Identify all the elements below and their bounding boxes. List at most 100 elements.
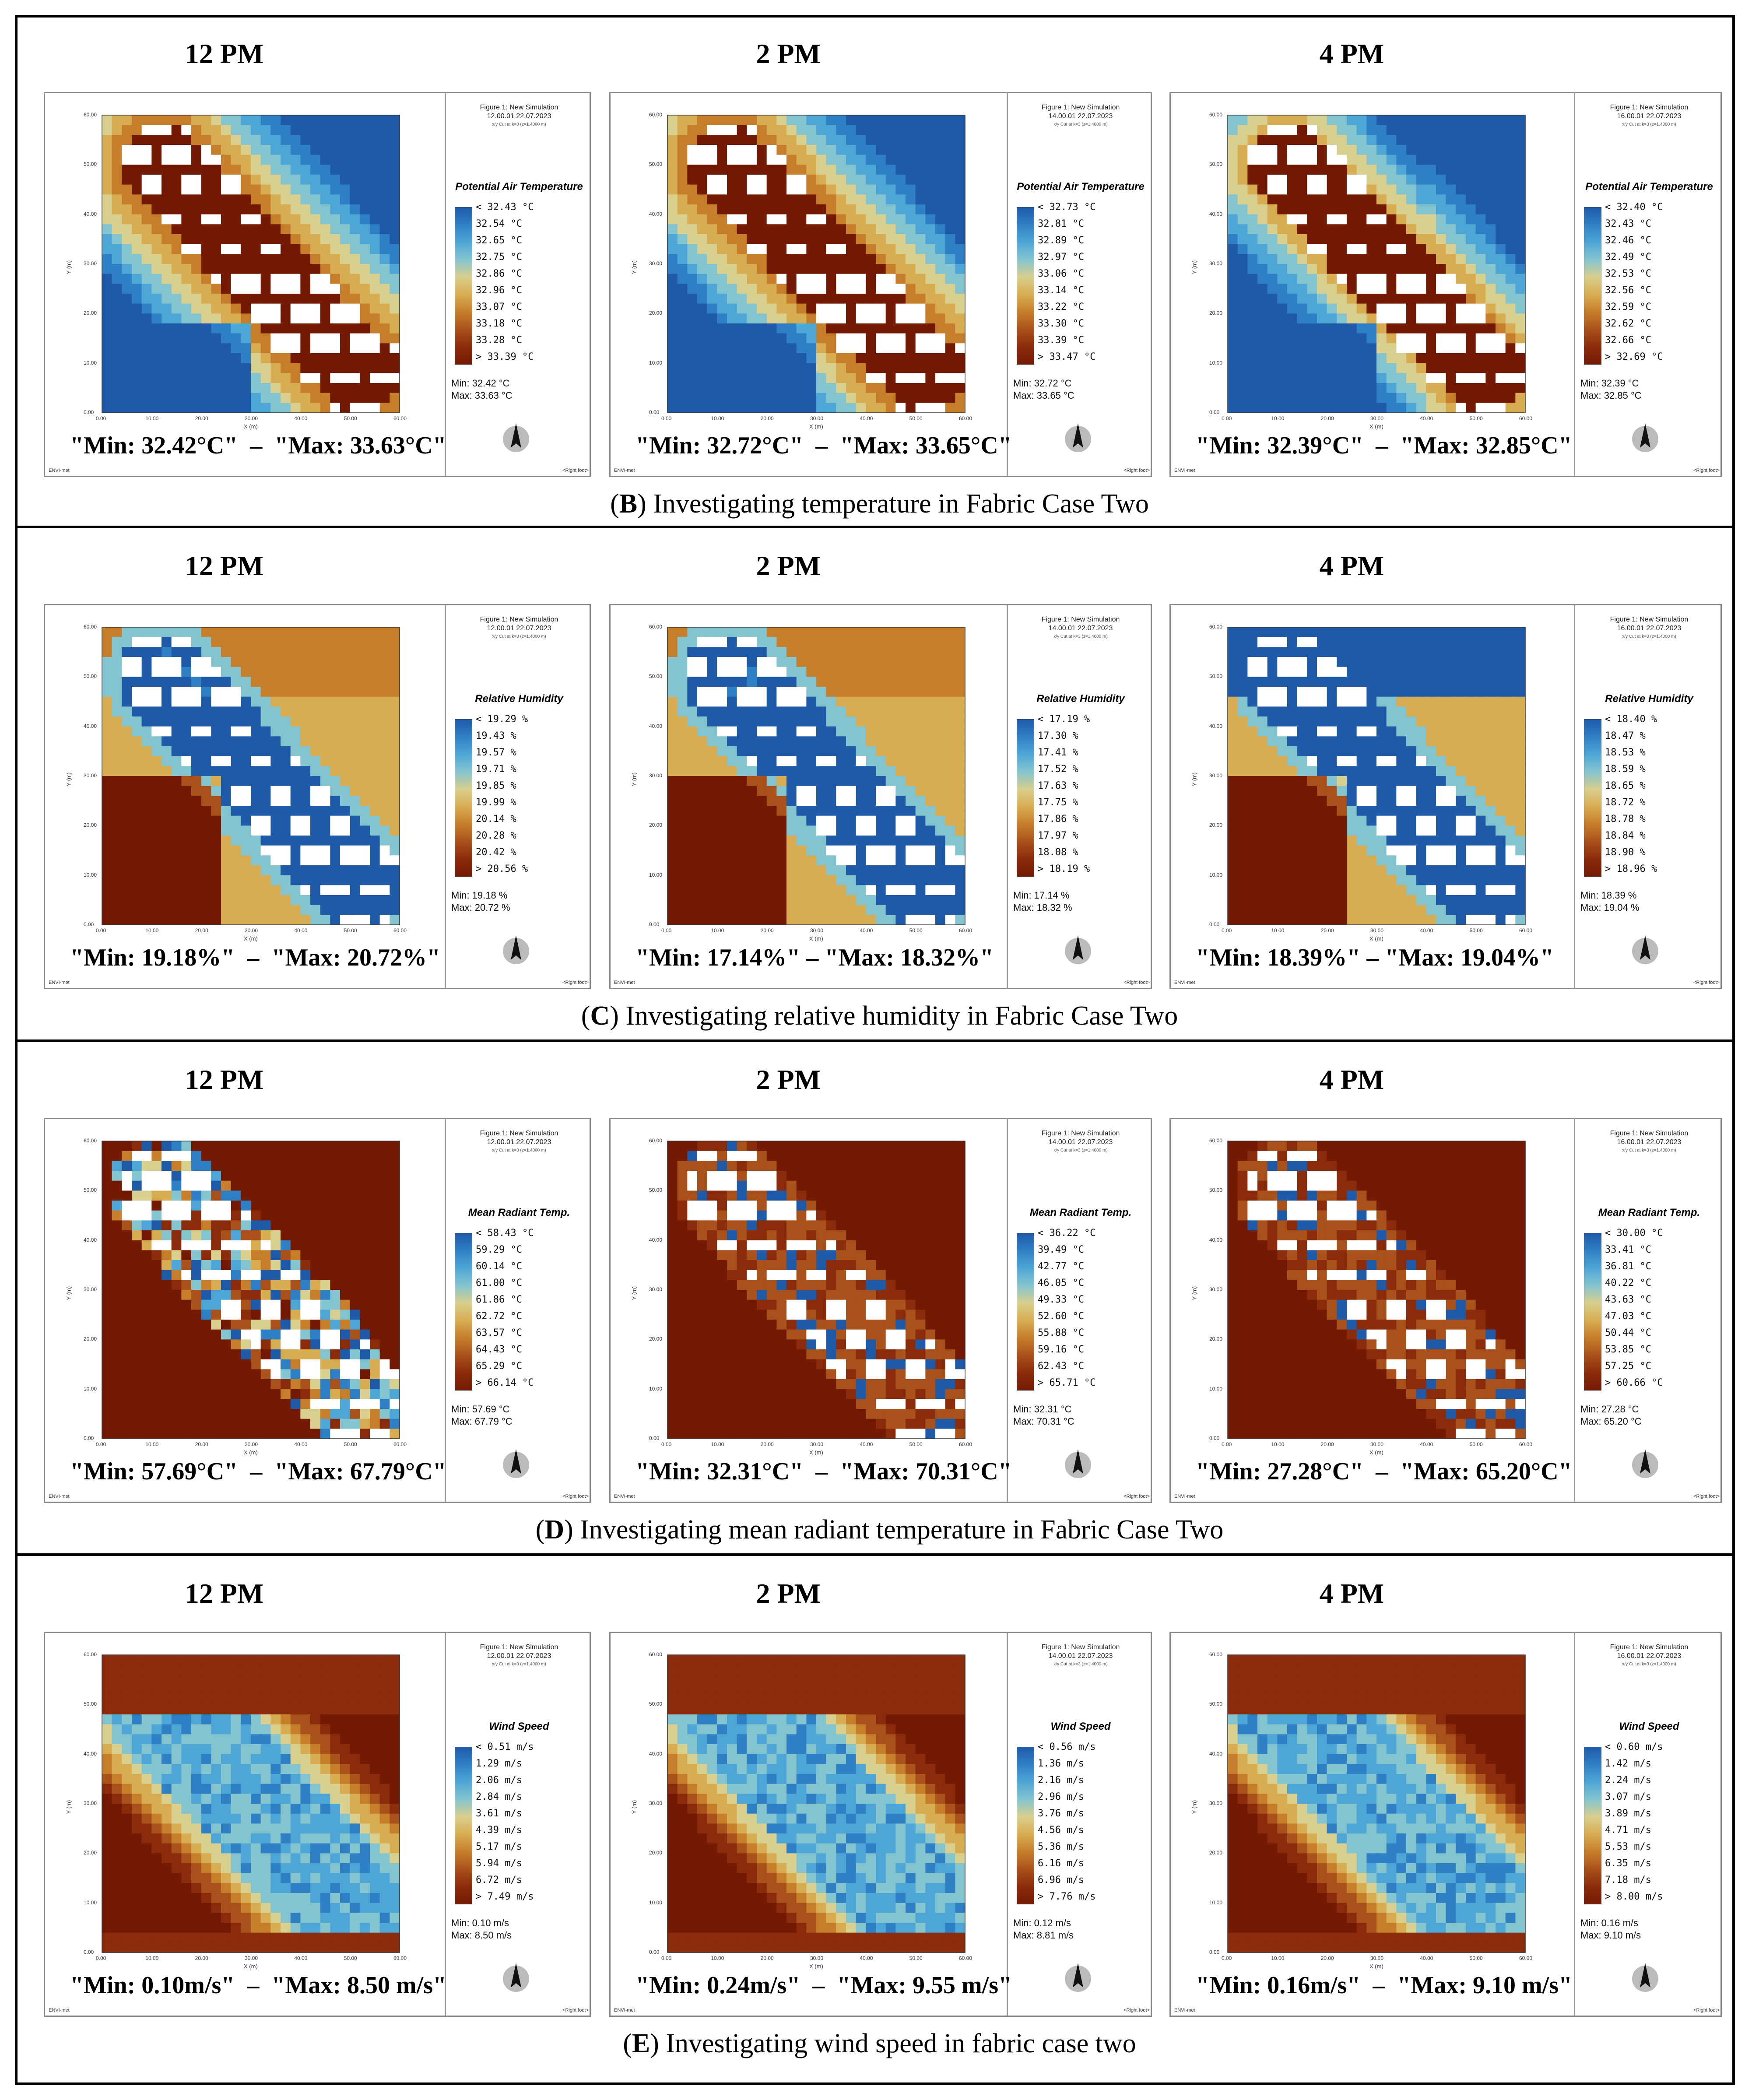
heatmap-cell bbox=[221, 323, 232, 334]
heatmap-cell bbox=[1267, 657, 1278, 667]
heatmap-cell bbox=[895, 204, 906, 215]
heatmap-cell bbox=[370, 393, 380, 403]
heatmap-cell bbox=[826, 815, 836, 826]
heatmap-cell bbox=[162, 204, 172, 215]
heatmap-cell bbox=[1436, 403, 1447, 413]
heatmap-cell bbox=[826, 647, 836, 657]
heatmap-cell bbox=[1356, 303, 1367, 314]
variable-name: Relative Humidity bbox=[475, 693, 563, 705]
heatmap-cell bbox=[241, 677, 251, 687]
heatmap-cell bbox=[310, 363, 321, 373]
legend-label: 32.75 °C bbox=[476, 252, 522, 263]
heatmap-cell bbox=[697, 627, 708, 638]
heatmap-cell bbox=[132, 786, 142, 796]
heatmap-cell bbox=[925, 865, 936, 876]
heatmap-cell bbox=[1287, 284, 1298, 294]
heatmap-cell bbox=[191, 303, 202, 314]
heatmap-cell bbox=[1475, 303, 1486, 314]
heatmap-cell bbox=[866, 313, 876, 324]
heatmap-cell bbox=[191, 825, 202, 836]
heatmap-cell bbox=[766, 806, 777, 816]
heatmap-cell bbox=[340, 254, 351, 264]
heatmap-cell bbox=[1436, 125, 1447, 135]
heatmap-cell bbox=[1317, 657, 1327, 667]
heatmap-cell bbox=[667, 825, 678, 836]
heatmap-cell bbox=[935, 135, 946, 145]
heatmap-cell bbox=[181, 776, 192, 787]
y-tick-label: 60.00 bbox=[1209, 112, 1223, 118]
heatmap-cell bbox=[786, 776, 797, 787]
heatmap-cell bbox=[955, 264, 966, 274]
heatmap-cell bbox=[876, 736, 886, 747]
heatmap-cell bbox=[1327, 313, 1337, 324]
heatmap-cell bbox=[885, 155, 896, 165]
heatmap-cell bbox=[697, 333, 708, 344]
heatmap-cell bbox=[221, 677, 232, 687]
heatmap-cell bbox=[895, 746, 906, 757]
heatmap-cell bbox=[906, 155, 916, 165]
heatmap-cell bbox=[876, 875, 886, 885]
heatmap-cell bbox=[757, 865, 767, 876]
heatmap-cell bbox=[747, 786, 757, 796]
heatmap-cell bbox=[1317, 184, 1327, 195]
heatmap-cell bbox=[816, 687, 827, 697]
heatmap-cell bbox=[162, 343, 172, 354]
x-axis-label: X (m) bbox=[244, 935, 258, 942]
simulation-panel: Figure 1: New Simulation 14.00.01 22.07.2… bbox=[609, 92, 1152, 477]
heatmap-cell bbox=[330, 204, 341, 215]
heatmap-cell bbox=[776, 885, 787, 895]
heatmap-cell bbox=[1505, 323, 1516, 334]
heatmap-cell bbox=[895, 184, 906, 195]
heatmap-cell bbox=[300, 796, 311, 806]
heatmap-cell bbox=[747, 736, 757, 747]
heatmap-cell bbox=[846, 214, 857, 225]
heatmap-cell bbox=[370, 706, 380, 717]
heatmap-cell bbox=[826, 214, 836, 225]
heatmap-cell bbox=[925, 403, 936, 413]
heatmap-cell bbox=[945, 836, 955, 846]
heatmap-cell bbox=[826, 677, 836, 687]
heatmap-cell bbox=[885, 875, 896, 885]
heatmap-cell bbox=[1366, 224, 1377, 235]
heatmap-cell bbox=[1228, 145, 1238, 155]
heatmap-cell bbox=[300, 303, 311, 314]
heatmap-cell bbox=[717, 353, 727, 364]
heatmap-cell bbox=[687, 687, 698, 697]
heatmap-cell bbox=[757, 363, 767, 373]
heatmap-cell bbox=[1496, 294, 1506, 304]
heatmap-cell bbox=[766, 796, 777, 806]
heatmap-cell bbox=[727, 865, 737, 876]
heatmap-cell bbox=[1386, 343, 1397, 354]
heatmap-cell bbox=[330, 274, 341, 284]
heatmap-cell bbox=[1317, 393, 1327, 403]
heatmap-cell bbox=[687, 637, 698, 647]
heatmap-cell bbox=[1426, 343, 1436, 354]
heatmap-cell bbox=[687, 393, 698, 403]
heatmap-cell bbox=[1347, 214, 1357, 225]
heatmap-cell bbox=[1277, 145, 1288, 155]
heatmap-cell bbox=[1386, 393, 1397, 403]
heatmap-cell bbox=[370, 667, 380, 677]
heatmap-cell bbox=[330, 294, 341, 304]
heatmap-cell bbox=[717, 264, 727, 274]
heatmap-cell bbox=[677, 115, 688, 126]
heatmap-cell bbox=[806, 746, 817, 757]
heatmap-cell bbox=[1416, 294, 1426, 304]
heatmap-cell bbox=[1337, 323, 1347, 334]
heatmap-cell bbox=[885, 885, 896, 895]
heatmap-cell bbox=[1356, 115, 1367, 126]
heatmap-cell bbox=[806, 323, 817, 334]
heatmap-cell bbox=[1436, 244, 1447, 254]
heatmap-cell bbox=[1347, 373, 1357, 383]
legend-panel: Figure 1: New Simulation 12.00.01 22.07.2… bbox=[445, 605, 592, 988]
heatmap-cell bbox=[895, 264, 906, 274]
heatmap-cell bbox=[171, 647, 182, 657]
legend-label: 18.90 % bbox=[1605, 847, 1646, 858]
heatmap-cell bbox=[667, 687, 678, 697]
x-tick-label: 30.00 bbox=[810, 927, 824, 934]
legend-label: 32.97 °C bbox=[1038, 252, 1084, 263]
heatmap-cell bbox=[1485, 696, 1496, 707]
heatmap-cell bbox=[757, 135, 767, 145]
heatmap-cell bbox=[360, 756, 370, 766]
heatmap-cell bbox=[350, 667, 360, 677]
